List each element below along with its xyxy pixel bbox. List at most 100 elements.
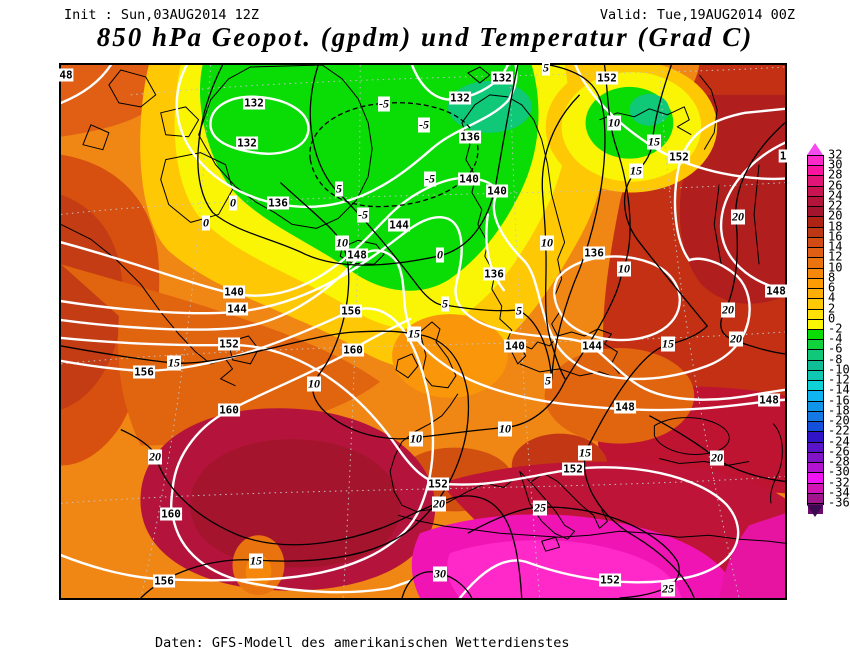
legend-segment bbox=[808, 278, 823, 290]
legend-tick-value: 10 bbox=[828, 259, 843, 274]
temperature-label: 10 bbox=[335, 235, 349, 251]
temperature-label: -5 bbox=[357, 207, 369, 223]
init-timestamp: Init : Sun,03AUG2014 12Z bbox=[64, 7, 260, 23]
temperature-label: -5 bbox=[424, 171, 436, 187]
temperature-label: 0 bbox=[229, 195, 237, 211]
legend-segment bbox=[808, 166, 823, 177]
legend-tick-value: -4 bbox=[828, 331, 843, 346]
legend-segment bbox=[808, 422, 823, 433]
legend-tick-value: -28 bbox=[828, 454, 850, 469]
temperature-label: -5 bbox=[378, 96, 390, 112]
legend-tick-value: 30 bbox=[828, 157, 843, 172]
geopotential-label: 136 bbox=[583, 246, 605, 260]
legend-segment bbox=[808, 473, 823, 484]
legend-tick-value: -18 bbox=[828, 403, 850, 418]
legend-segment bbox=[808, 463, 823, 474]
legend-arrow-top-icon bbox=[807, 143, 823, 155]
legend-segment bbox=[808, 401, 823, 412]
legend-segment bbox=[808, 329, 823, 341]
temperature-label: 20 bbox=[729, 331, 743, 347]
legend-segment bbox=[808, 176, 823, 187]
legend-tick-value: 0 bbox=[828, 311, 836, 326]
legend-tick-value: -30 bbox=[828, 464, 850, 479]
temperature-label: 10 bbox=[498, 421, 512, 437]
temperature-label: 15 bbox=[249, 553, 263, 569]
temperature-label: 15 bbox=[407, 326, 421, 342]
legend-segment bbox=[808, 207, 823, 218]
geopotential-label: 160 bbox=[218, 403, 240, 417]
geopotential-label: 148 bbox=[765, 284, 787, 298]
legend-bar bbox=[807, 155, 824, 515]
geopotential-label: 152 bbox=[427, 477, 449, 491]
legend-segment bbox=[808, 370, 823, 382]
legend-segment bbox=[808, 258, 823, 269]
attribution-footer: Daten: GFS-Modell des amerikanischen Wet… bbox=[155, 606, 570, 657]
geopotential-label: 136 bbox=[459, 130, 481, 144]
legend-tick-value: -32 bbox=[828, 474, 850, 489]
geopotential-label: 132 bbox=[449, 91, 471, 105]
coastlines bbox=[61, 65, 785, 552]
temperature-label: 5 bbox=[515, 303, 523, 319]
legend-tick-value: -14 bbox=[828, 382, 850, 397]
temperature-label: 5 bbox=[441, 296, 449, 312]
geopotential-label: 132 bbox=[243, 96, 265, 110]
legend-segment bbox=[808, 156, 823, 167]
legend-segment bbox=[808, 289, 823, 300]
temperature-label: 20 bbox=[710, 450, 724, 466]
geopotential-label: 156 bbox=[133, 365, 155, 379]
legend-segment bbox=[808, 493, 823, 504]
legend-tick-value: -24 bbox=[828, 433, 850, 448]
legend-segment bbox=[808, 217, 823, 228]
legend-tick-value: 8 bbox=[828, 270, 836, 285]
temperature-label: 5 bbox=[542, 60, 550, 76]
valid-timestamp: Valid: Tue,19AUG2014 00Z bbox=[599, 7, 795, 23]
temperature-label: 25 bbox=[661, 581, 675, 597]
legend-tick-value: 16 bbox=[828, 229, 843, 244]
geopotential-label: 156 bbox=[340, 304, 362, 318]
temperature-label: 10 bbox=[607, 115, 621, 131]
geopotential-label: 156 bbox=[153, 574, 175, 588]
legend-tick-value: 20 bbox=[828, 208, 843, 223]
temperature-label: 20 bbox=[432, 496, 446, 512]
contour-label-layer: 48 132 132 132 132 136 136 136 136 140 140 140 140 14… bbox=[58, 60, 788, 598]
legend-tick-value: -2 bbox=[828, 321, 843, 336]
geopotential-label: 144 bbox=[388, 218, 410, 232]
legend-segment bbox=[808, 237, 823, 249]
legend-tick-value: 18 bbox=[828, 218, 843, 233]
legend-segment bbox=[808, 411, 823, 423]
temperature-label: 5 bbox=[335, 181, 343, 197]
geopotential-label: 148 bbox=[346, 248, 368, 262]
temperature-label: 15 bbox=[578, 445, 592, 461]
geopotential-label: 160 bbox=[342, 343, 364, 357]
temperature-label: 0 bbox=[436, 247, 444, 263]
geopotential-label: 152 bbox=[596, 71, 618, 85]
legend-tick-value: -36 bbox=[828, 495, 850, 510]
legend-segment bbox=[808, 452, 823, 464]
legend-tick-value: -12 bbox=[828, 372, 850, 387]
legend-tick-value: 32 bbox=[828, 147, 843, 162]
legend-segment bbox=[808, 196, 823, 208]
legend-tick-value: -10 bbox=[828, 362, 850, 377]
geopotential-label: 48 bbox=[58, 68, 74, 82]
temperature-label: 15 bbox=[629, 163, 643, 179]
geopotential-label: 132 bbox=[236, 136, 258, 150]
legend-tick-value: -26 bbox=[828, 444, 850, 459]
legend-segment bbox=[808, 442, 823, 453]
legend-tick-value: 14 bbox=[828, 239, 843, 254]
legend-segment bbox=[808, 391, 823, 402]
chart-title: 850 hPa Geopot. (gpdm) und Temperatur (G… bbox=[96, 22, 754, 52]
legend-tick-value: 4 bbox=[828, 290, 836, 305]
geopotential-label: 152 bbox=[668, 150, 690, 164]
legend-tick-value: -16 bbox=[828, 392, 850, 407]
temperature-label: 25 bbox=[533, 500, 547, 516]
geopotential-label: 140 bbox=[223, 285, 245, 299]
temperature-label: 10 bbox=[307, 376, 321, 392]
geopotential-label: 1 bbox=[778, 149, 788, 163]
legend-arrow-bottom-icon bbox=[807, 505, 823, 517]
legend-segment bbox=[808, 432, 823, 443]
temperature-label: 20 bbox=[148, 449, 162, 465]
legend-tick-value: -22 bbox=[828, 423, 850, 438]
geopotential-label: 144 bbox=[226, 302, 248, 316]
geopotential-label: 160 bbox=[160, 507, 182, 521]
legend-tick-value: -6 bbox=[828, 341, 843, 356]
